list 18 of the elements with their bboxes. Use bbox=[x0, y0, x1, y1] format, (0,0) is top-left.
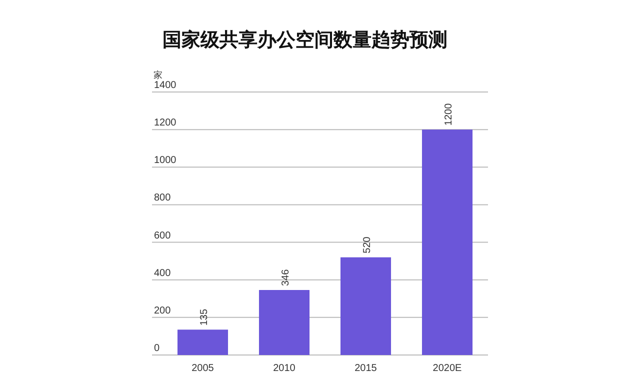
y-axis-title: 家 bbox=[154, 70, 162, 80]
y-tick-label: 800 bbox=[154, 192, 172, 204]
data-label: 346 bbox=[280, 268, 292, 286]
x-tick-label: 2005 bbox=[192, 363, 214, 374]
y-tick-label: 1200 bbox=[154, 118, 177, 129]
x-tick-label: 2015 bbox=[354, 363, 378, 374]
y-tick-label: 1400 bbox=[154, 80, 177, 91]
y-tick-label: 600 bbox=[154, 230, 172, 242]
y-tick-label: 1000 bbox=[154, 155, 177, 166]
y-tick-label: 400 bbox=[154, 268, 172, 279]
y-tick-label: 0 bbox=[154, 343, 160, 354]
y-tick-label: 200 bbox=[154, 305, 172, 316]
x-tick-label: 2010 bbox=[273, 363, 296, 374]
data-label: 135 bbox=[198, 308, 210, 326]
chart-title: 国家级共享办公空间数量趋势预测 bbox=[162, 29, 448, 51]
data-label: 520 bbox=[362, 236, 373, 254]
data-label: 1200 bbox=[443, 102, 454, 126]
x-tick-label: 2020E bbox=[432, 363, 462, 374]
